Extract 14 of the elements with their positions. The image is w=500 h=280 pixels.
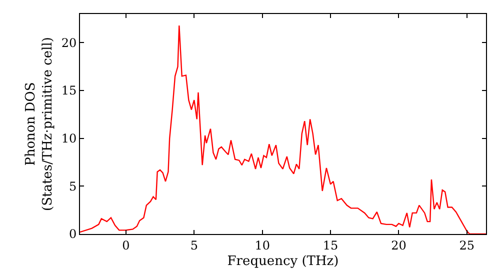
x-axis-title: Frequency (THz) (227, 254, 339, 269)
y-tick-label: 5 (68, 179, 77, 194)
x-tick-label: 5 (190, 238, 198, 252)
x-tick-label: 10 (254, 238, 270, 252)
x-tick-label: 25 (459, 238, 475, 252)
y-tick-label: 10 (61, 132, 77, 146)
x-tick-label: 20 (391, 238, 406, 252)
y-tick-label: 0 (68, 227, 77, 242)
x-tick-label: 0 (122, 238, 130, 252)
line-series (80, 24, 486, 234)
x-tick-label: 15 (322, 238, 338, 252)
y-tick-label: 15 (61, 84, 77, 98)
y-tick-label: 20 (61, 36, 77, 50)
y-axis-title: Phonon DOS (States/THz·primitive cell) (23, 36, 56, 212)
